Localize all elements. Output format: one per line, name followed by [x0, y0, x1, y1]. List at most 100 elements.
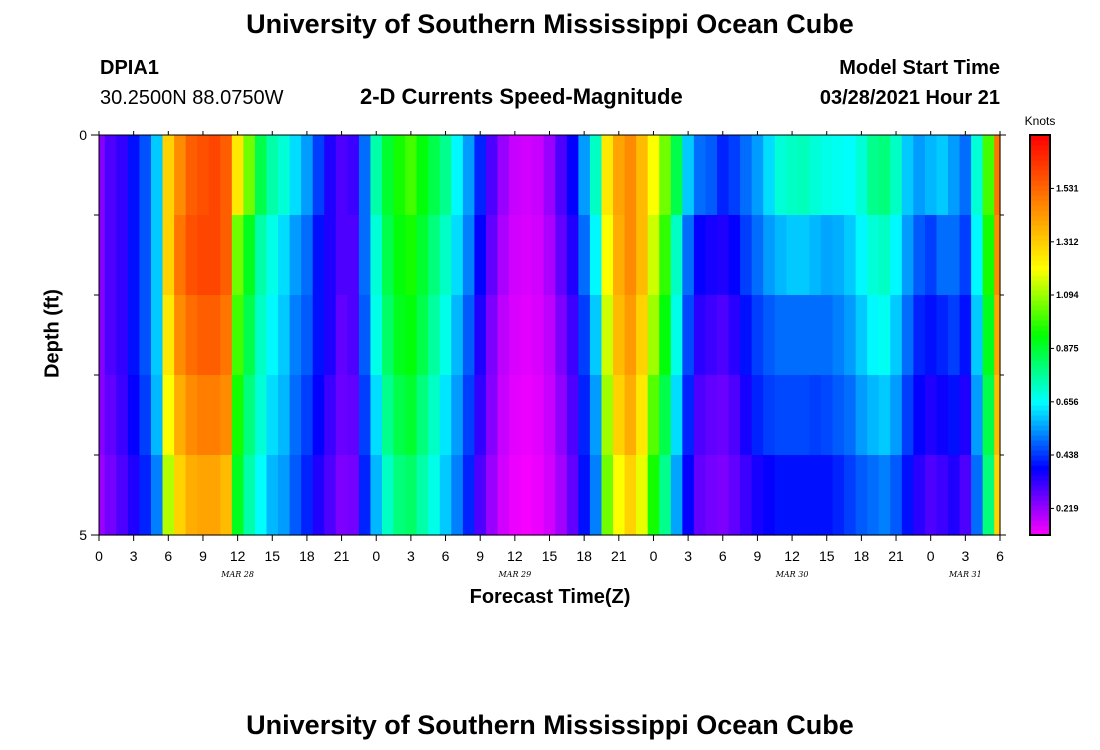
- heat-cell: [809, 455, 822, 536]
- heat-cell: [532, 215, 545, 296]
- colorbar-segment: [1030, 430, 1050, 436]
- heat-cell: [728, 455, 741, 536]
- colorbar-segment: [1030, 370, 1050, 376]
- heat-cell: [543, 455, 556, 536]
- heat-cell: [555, 455, 568, 536]
- heat-cell: [763, 215, 776, 296]
- heat-cell: [774, 375, 787, 456]
- heat-cell: [520, 295, 533, 376]
- heat-cell: [589, 215, 603, 296]
- heat-cell: [197, 215, 210, 296]
- heat-cell: [185, 455, 198, 536]
- x-tick-label: 18: [576, 548, 592, 564]
- colorbar-segment: [1030, 360, 1050, 366]
- heat-cell: [497, 135, 510, 216]
- heat-cell: [636, 295, 649, 376]
- colorbar-segment: [1030, 195, 1050, 201]
- heat-cell: [116, 295, 129, 376]
- heatmap-chart: 0 3 6 9 12 15 18 21 0 3 6 9 12 15 18 21 0 3 6 9 12 15 18 21 0 3 6 M…: [79, 114, 1078, 579]
- heat-cell: [716, 455, 730, 536]
- heat-cell: [243, 215, 256, 296]
- heat-cell: [948, 295, 961, 376]
- heat-cell: [566, 215, 579, 296]
- model-start-label: Model Start Time: [839, 57, 1000, 79]
- heat-cell: [763, 455, 776, 536]
- x-tick-label: 9: [476, 548, 484, 564]
- heat-cell: [266, 135, 279, 216]
- heat-cell: [705, 135, 718, 216]
- heat-cell: [439, 455, 452, 536]
- heat-cell: [878, 455, 891, 536]
- heat-cell: [335, 135, 348, 216]
- heat-cell: [127, 135, 141, 216]
- heat-cell: [740, 215, 753, 296]
- heat-cell: [312, 295, 325, 376]
- heat-cell: [254, 215, 268, 296]
- heat-cell: [728, 215, 741, 296]
- heat-cell: [220, 295, 233, 376]
- heat-cell: [162, 135, 175, 216]
- colorbar-segment: [1030, 220, 1050, 226]
- colorbar-segment: [1030, 240, 1050, 246]
- top-title: University of Southern Mississippi Ocean…: [246, 9, 854, 39]
- colorbar-segment: [1030, 405, 1050, 411]
- heat-cell: [301, 135, 314, 216]
- heat-cell: [162, 295, 175, 376]
- heat-cell: [231, 375, 244, 456]
- colorbar-segment: [1030, 295, 1050, 301]
- colorbar-segment: [1030, 215, 1050, 221]
- heat-cell: [358, 135, 372, 216]
- heat-cell: [682, 455, 695, 536]
- colorbar-segment: [1030, 155, 1050, 161]
- x-tick-label: 0: [650, 548, 658, 564]
- heat-cell: [278, 135, 291, 216]
- heat-cell: [405, 375, 418, 456]
- heat-cell: [382, 215, 395, 296]
- heat-cell: [636, 135, 649, 216]
- heat-cell: [959, 375, 972, 456]
- heat-cell: [116, 455, 129, 536]
- heat-cell: [959, 215, 972, 296]
- heat-cell: [116, 135, 129, 216]
- heat-cell: [532, 135, 545, 216]
- heat-cell: [520, 215, 533, 296]
- heat-cell: [520, 455, 533, 536]
- heat-cell: [774, 295, 787, 376]
- colorbar-segment: [1030, 160, 1050, 166]
- heat-cell: [878, 375, 891, 456]
- heat-cell: [809, 295, 822, 376]
- heat-cell: [716, 295, 730, 376]
- heat-cell: [659, 375, 672, 456]
- heat-cell: [670, 375, 683, 456]
- heat-cell: [451, 215, 464, 296]
- heat-cell: [266, 455, 279, 536]
- heat-cell: [936, 455, 949, 536]
- heat-cell: [509, 215, 522, 296]
- heat-cell: [509, 455, 522, 536]
- heat-cell: [324, 215, 337, 296]
- heat-cell: [971, 295, 984, 376]
- x-tick-label: 21: [888, 548, 904, 564]
- heatmap-cells: [99, 135, 1001, 536]
- heat-cell: [162, 455, 175, 536]
- heat-cell: [301, 455, 314, 536]
- heat-cell: [913, 295, 926, 376]
- heat-cell: [670, 215, 683, 296]
- heat-cell: [786, 295, 799, 376]
- colorbar-segment: [1030, 275, 1050, 281]
- heat-cell: [959, 135, 972, 216]
- heat-cell: [601, 455, 614, 536]
- heat-cell: [601, 215, 614, 296]
- heat-cell: [578, 375, 591, 456]
- heat-cell: [913, 135, 926, 216]
- heat-cell: [624, 295, 637, 376]
- heat-cell: [855, 375, 868, 456]
- heat-cell: [786, 215, 799, 296]
- heat-cell: [139, 295, 152, 376]
- heat-cell: [139, 215, 152, 296]
- colorbar-segment: [1030, 310, 1050, 316]
- x-tick-label: 3: [407, 548, 415, 564]
- heat-cell: [485, 215, 499, 296]
- heat-cell: [358, 215, 372, 296]
- heat-cell: [497, 375, 510, 456]
